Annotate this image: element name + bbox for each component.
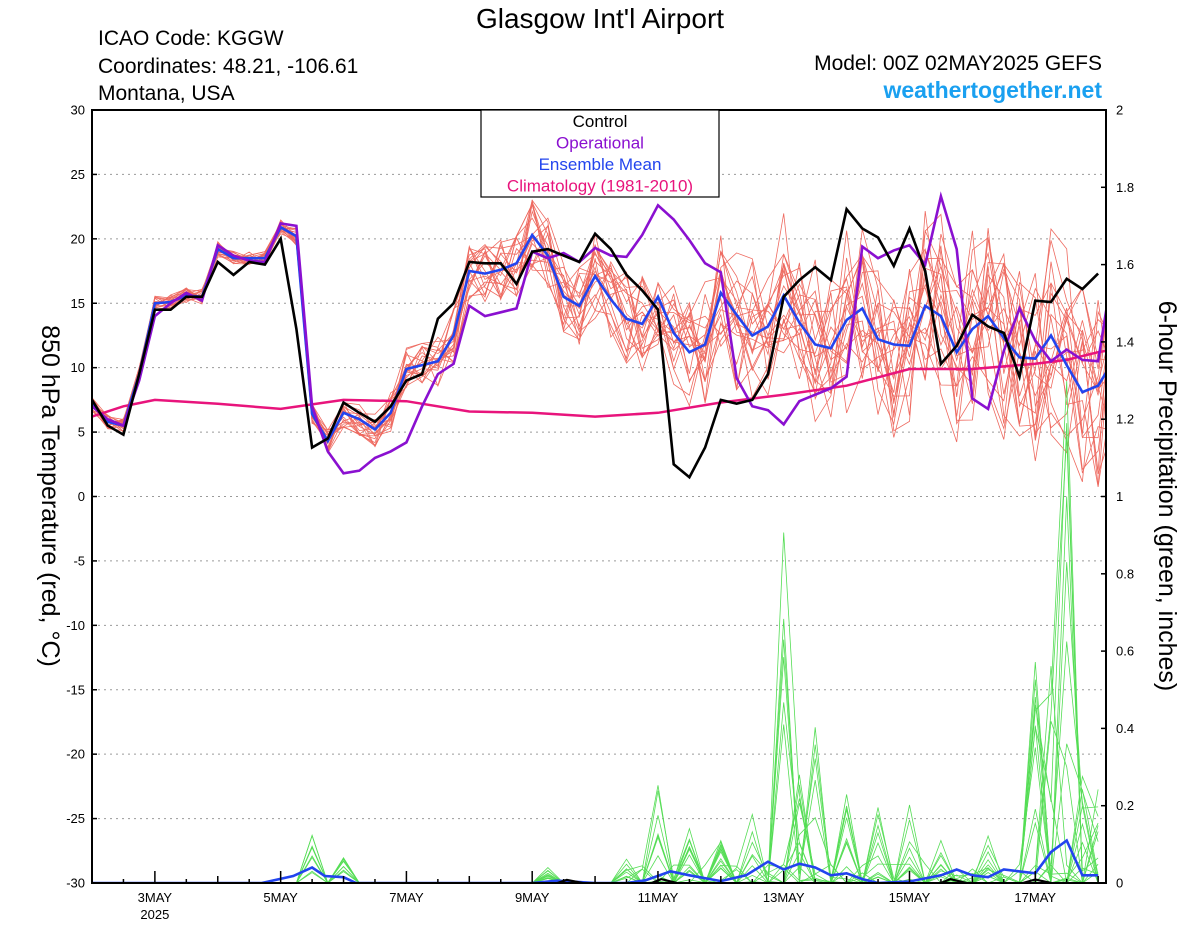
- y-left-tick-label: -20: [66, 747, 85, 762]
- climatology-line: [92, 349, 1106, 418]
- temperature-member-line: [92, 199, 1106, 453]
- model-run: Model: 00Z 02MAY2025 GEFS: [814, 52, 1102, 75]
- y-right-tick-label: 1.2: [1116, 412, 1134, 427]
- coordinates: Coordinates: 48.21, -106.61: [98, 55, 359, 78]
- y-right-tick-label: 0.8: [1116, 566, 1134, 581]
- y-left-axis-title: 850 hPa Temperature (red, °C): [36, 325, 64, 667]
- x-tick-label: 13MAY: [763, 890, 805, 905]
- y-right-tick-label: 1.6: [1116, 257, 1134, 272]
- y-right-tick-label: 1: [1116, 489, 1123, 504]
- precip-member-line: [92, 696, 1099, 883]
- control-precip-line: [940, 877, 967, 883]
- y-left-tick-label: -25: [66, 811, 85, 826]
- y-left-tick-label: 15: [71, 296, 85, 311]
- y-right-tick-label: 2: [1116, 103, 1123, 118]
- icao-code: ICAO Code: KGGW: [98, 27, 284, 50]
- y-left-tick-label: -15: [66, 682, 85, 697]
- y-right-tick-label: 1.4: [1116, 334, 1134, 349]
- precip-member-line: [92, 657, 1099, 883]
- y-left-tick-label: 30: [71, 103, 85, 118]
- precip-member-line: [92, 666, 1099, 883]
- y-left-tick-label: -30: [66, 876, 85, 891]
- precip-member-line: [92, 641, 1099, 883]
- precip-member-line: [92, 639, 1099, 883]
- legend-box: [480, 109, 720, 198]
- temperature-member-line: [92, 217, 1106, 462]
- y-left-tick-label: 20: [71, 231, 85, 246]
- x-tick-label: 17MAY: [1014, 890, 1056, 905]
- y-right-tick-label: 0.6: [1116, 644, 1134, 659]
- x-tick-label: 7MAY: [389, 890, 424, 905]
- ensemble-mean-line: [92, 225, 1106, 444]
- precip-member-line: [92, 721, 1099, 883]
- legend-entry: Control: [573, 112, 628, 131]
- y-left-tick-label: 5: [78, 425, 85, 440]
- x-tick-label: 15MAY: [889, 890, 931, 905]
- y-right-tick-label: 0: [1116, 876, 1123, 891]
- legend-entry: Climatology (1981-2010): [507, 177, 693, 196]
- precip-member-line: [92, 435, 1099, 883]
- site-link[interactable]: weathertogether.net: [883, 77, 1102, 103]
- y-left-tick-label: 25: [71, 167, 85, 182]
- control-precip-line: [651, 877, 678, 883]
- precip-member-line: [92, 381, 1099, 883]
- legend-entry: Ensemble Mean: [539, 155, 662, 174]
- y-right-tick-label: 0.2: [1116, 798, 1134, 813]
- y-left-tick-label: -10: [66, 618, 85, 633]
- precip-member-line: [92, 562, 1099, 883]
- temperature-member-line: [92, 199, 1106, 474]
- y-right-tick-label: 0.4: [1116, 721, 1134, 736]
- precip-member-line: [92, 702, 1099, 883]
- x-tick-sublabel: 2025: [140, 907, 169, 922]
- region: Montana, USA: [98, 82, 235, 105]
- precip-member-line: [92, 789, 1099, 883]
- precip-member-line: [92, 784, 1099, 883]
- mean-precip-line: [92, 838, 1099, 883]
- precip-member-line: [92, 618, 1099, 883]
- operational-line: [92, 191, 1106, 475]
- x-tick-label: 3MAY: [138, 890, 173, 905]
- precip-member-line: [92, 423, 1099, 883]
- y-right-tick-label: 1.8: [1116, 180, 1134, 195]
- plot-area: [92, 191, 1106, 883]
- y-left-tick-label: -5: [73, 553, 85, 568]
- legend-entry: Operational: [556, 134, 644, 153]
- precip-member-line: [92, 725, 1099, 883]
- precip-member-line: [92, 727, 1099, 883]
- y-left-tick-label: 0: [78, 489, 85, 504]
- temperature-member-line: [92, 204, 1106, 486]
- plot-frame: [91, 109, 1107, 884]
- y-left-tick-label: 10: [71, 360, 85, 375]
- temperature-member-line: [92, 221, 1106, 431]
- x-tick-label: 5MAY: [263, 890, 298, 905]
- temperature-member-line: [92, 203, 1106, 454]
- temperature-member-line: [92, 213, 1106, 449]
- x-tick-label: 9MAY: [515, 890, 550, 905]
- temperature-member-line: [92, 210, 1106, 472]
- y-right-axis-title: 6-hour Precipitation (green, inches): [1153, 301, 1181, 691]
- control-line: [92, 206, 1100, 480]
- x-tick-label: 11MAY: [638, 890, 679, 905]
- precip-member-line: [92, 532, 1099, 883]
- control-precip-line: [556, 878, 583, 883]
- page-title: Glasgow Int'l Airport: [475, 3, 725, 34]
